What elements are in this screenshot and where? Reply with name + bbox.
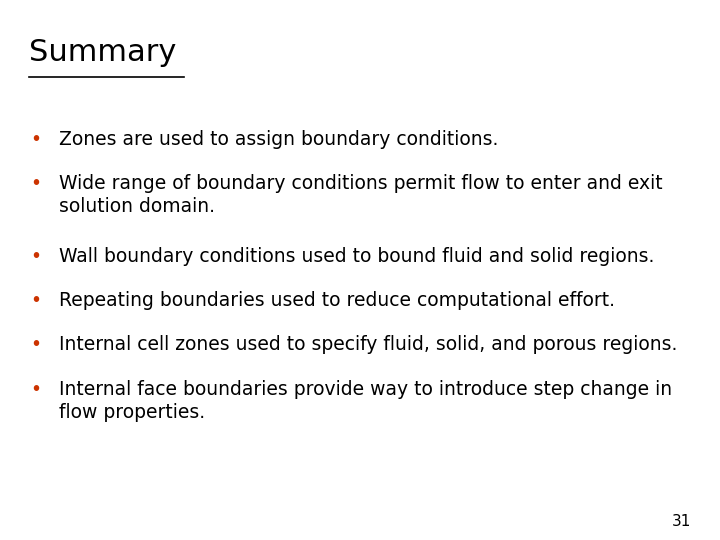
- Text: Repeating boundaries used to reduce computational effort.: Repeating boundaries used to reduce comp…: [59, 291, 615, 310]
- Text: Wide range of boundary conditions permit flow to enter and exit
solution domain.: Wide range of boundary conditions permit…: [59, 174, 662, 217]
- Text: Zones are used to assign boundary conditions.: Zones are used to assign boundary condit…: [59, 130, 498, 148]
- Text: 31: 31: [672, 514, 691, 529]
- Text: Internal cell zones used to specify fluid, solid, and porous regions.: Internal cell zones used to specify flui…: [59, 335, 678, 354]
- Text: •: •: [30, 174, 41, 193]
- Text: Wall boundary conditions used to bound fluid and solid regions.: Wall boundary conditions used to bound f…: [59, 247, 654, 266]
- Text: •: •: [30, 380, 41, 399]
- Text: •: •: [30, 335, 41, 354]
- Text: •: •: [30, 291, 41, 310]
- Text: Internal face boundaries provide way to introduce step change in
flow properties: Internal face boundaries provide way to …: [59, 380, 672, 422]
- Text: •: •: [30, 130, 41, 148]
- Text: Summary: Summary: [29, 38, 176, 67]
- Text: •: •: [30, 247, 41, 266]
